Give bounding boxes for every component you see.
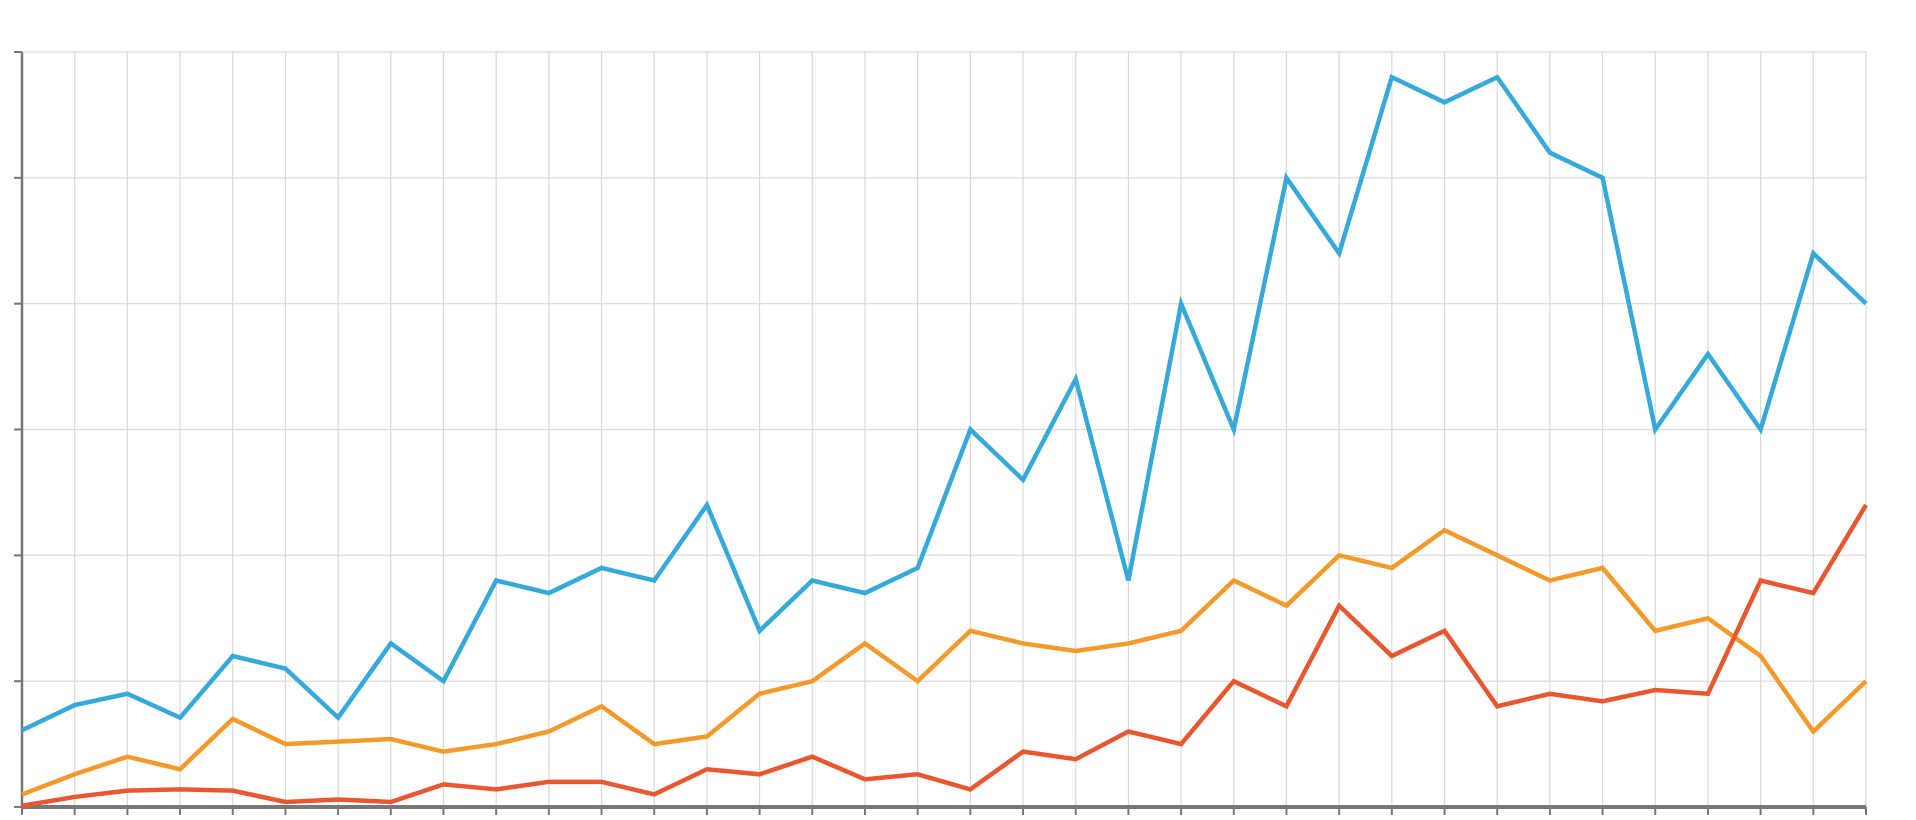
line-series [21, 74, 1868, 733]
line-series [21, 527, 1868, 797]
line-series [21, 503, 1868, 808]
